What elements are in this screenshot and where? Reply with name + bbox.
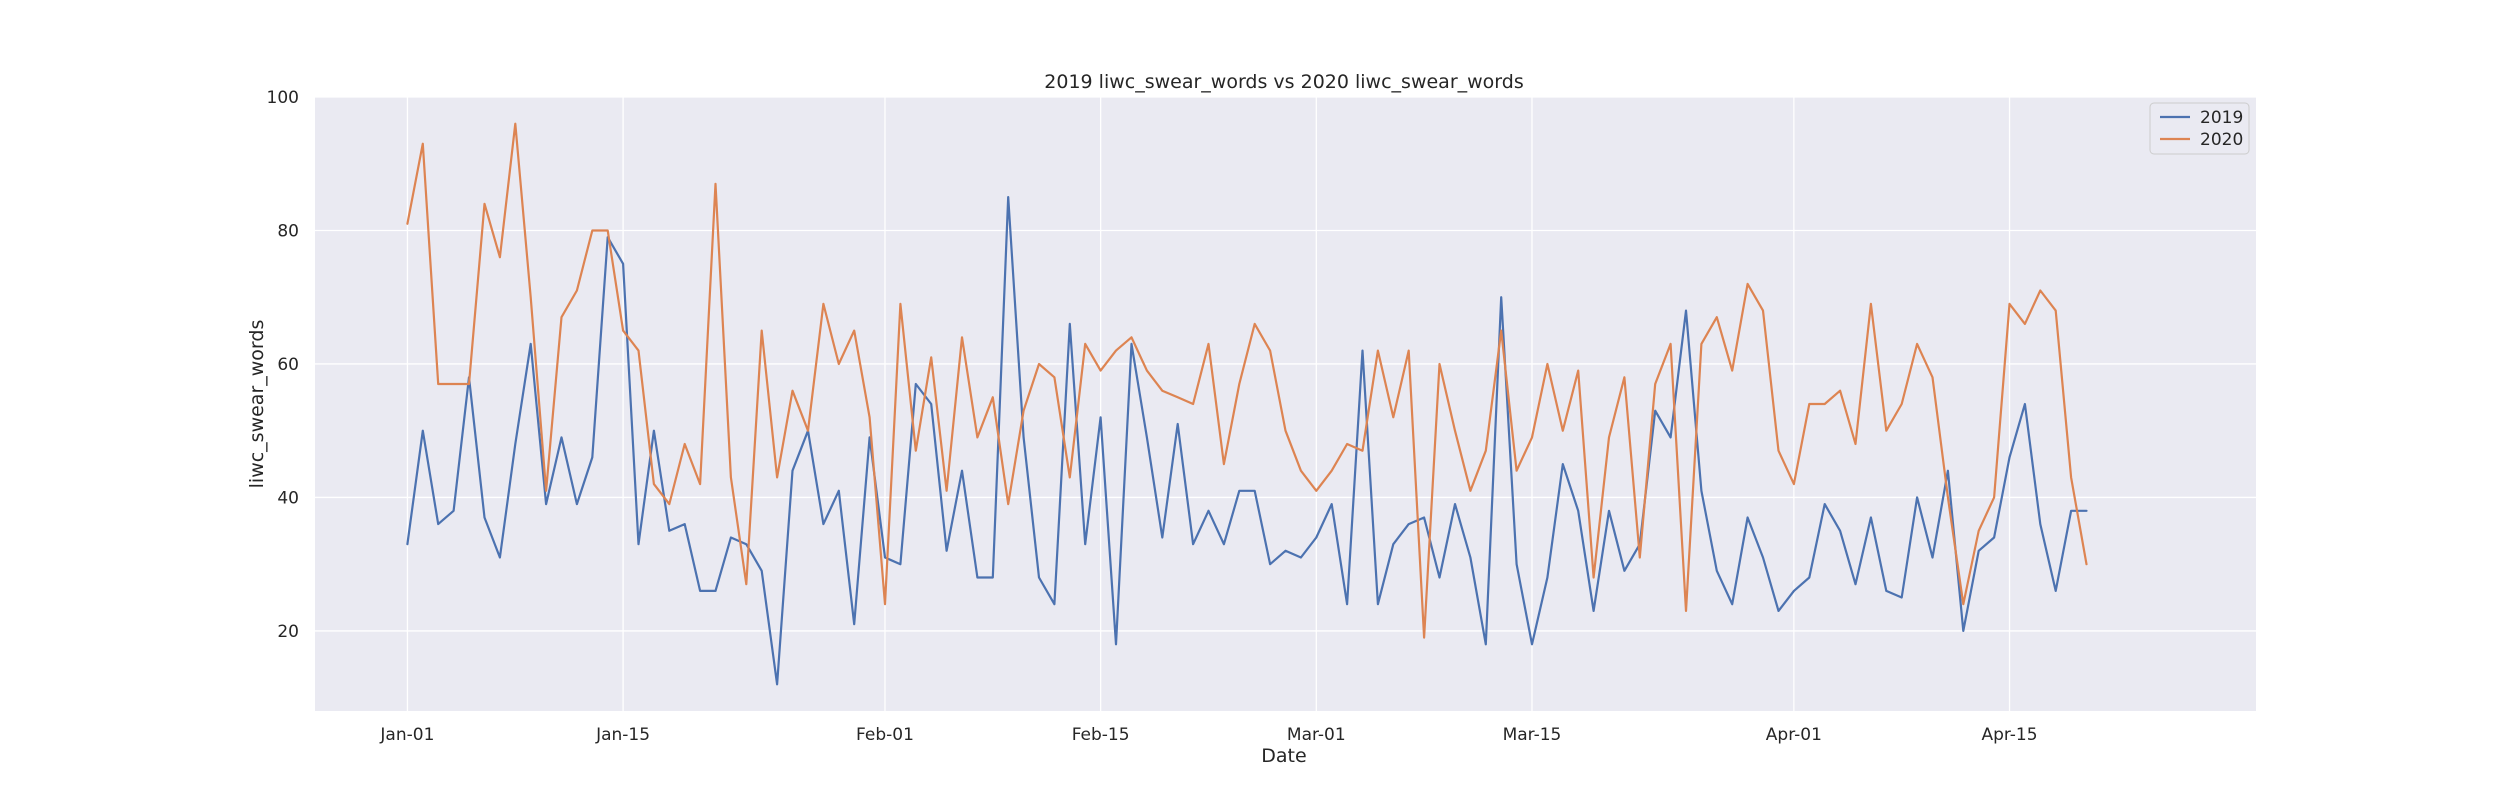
x-tick-label: Apr-15 xyxy=(1981,725,2037,745)
y-axis-ticks: 20 40 60 80 100 xyxy=(267,88,299,642)
legend-label-2020: 2020 xyxy=(2200,130,2243,150)
legend-label-2019: 2019 xyxy=(2200,108,2243,128)
plot-area xyxy=(315,97,2256,711)
grid-lines xyxy=(315,96,2256,711)
series-line-2019 xyxy=(406,196,2088,686)
chart-title: 2019 liwc_swear_words vs 2020 liwc_swear… xyxy=(1044,71,1523,93)
series-line-2020 xyxy=(406,122,2088,639)
y-tick-label: 60 xyxy=(277,355,299,375)
series-lines xyxy=(406,122,2088,686)
y-tick-label: 100 xyxy=(267,88,299,108)
y-tick-label: 40 xyxy=(277,488,299,508)
legend: 2019 2020 xyxy=(2149,102,2250,155)
y-tick-label: 80 xyxy=(277,221,299,241)
legend-box xyxy=(2149,102,2250,155)
x-tick-label: Jan-01 xyxy=(379,725,434,745)
x-tick-label: Mar-01 xyxy=(1287,725,1346,745)
x-axis-label: Date xyxy=(1261,745,1306,767)
x-tick-label: Mar-15 xyxy=(1503,725,1562,745)
y-axis-label: liwc_swear_words xyxy=(246,320,268,489)
x-tick-label: Jan-15 xyxy=(595,725,650,745)
x-tick-label: Apr-01 xyxy=(1766,725,1822,745)
x-tick-label: Feb-01 xyxy=(856,725,914,745)
x-tick-label: Feb-15 xyxy=(1072,725,1130,745)
y-tick-label: 20 xyxy=(277,622,299,642)
x-axis-ticks: Jan-01 Jan-15 Feb-01 Feb-15 Mar-01 Mar-15 Apr-… xyxy=(379,725,2037,745)
